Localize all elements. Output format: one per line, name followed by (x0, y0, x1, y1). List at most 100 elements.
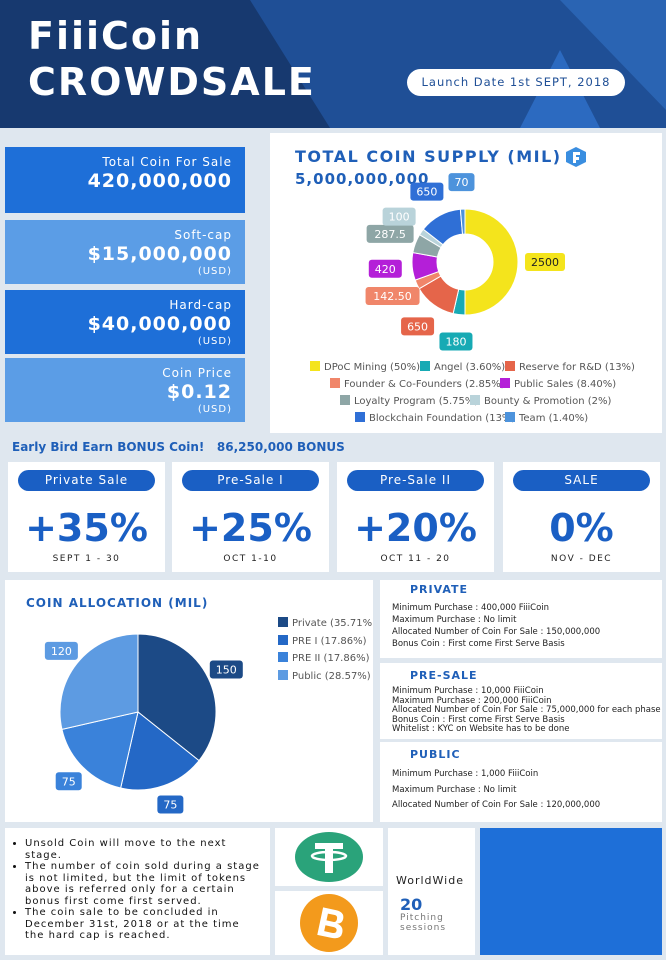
stage-dates: OCT 11 - 20 (380, 554, 451, 564)
legend-label: Public Sales (8.40%) (514, 379, 616, 390)
detail-section (380, 742, 662, 822)
legend-swatch (310, 361, 320, 371)
early-bird-bonus: 86,250,000 BONUS (216, 440, 345, 454)
early-bird-text: Early Bird Earn BONUS Coin! (12, 440, 205, 454)
worldwide-number: 20 (400, 895, 423, 914)
stage-dates: NOV - DEC (550, 554, 613, 564)
stage-name: Pre-Sale I (182, 470, 319, 491)
supply-title: TOTAL COIN SUPPLY (MIL) (295, 147, 562, 166)
label-box (401, 317, 435, 336)
data-label: 100 (389, 211, 410, 224)
title-line1: FiiiCoin (28, 14, 204, 58)
allocation-chart: 150 75 75 120 Private (35.71%) PRE I (17.86%)… (44, 617, 373, 814)
worldwide-caption: Pitching sessions (400, 913, 447, 933)
legend-label: Team (1.40%) (518, 413, 588, 424)
note: The coin sale to be concluded in Decembe… (25, 907, 261, 942)
legend-swatch (278, 652, 288, 662)
detail-line: Maximum Purchase : 200,000 FiiiCoin (392, 695, 552, 706)
stat-box (5, 147, 245, 213)
stat-label: Coin Price (162, 366, 232, 380)
stage-dates: OCT 1-10 (223, 554, 278, 564)
detail-line: Allocated Number of Coin For Sale : 150,… (392, 627, 601, 637)
data-label: 180 (445, 335, 466, 348)
legend-label: Bounty & Promotion (2%) (484, 396, 611, 407)
legend-swatch (278, 670, 288, 680)
stage-bonus: 0% (549, 506, 614, 550)
stat-value: $0.12 (166, 381, 232, 403)
legend-swatch (505, 361, 515, 371)
stage-bonus: +35% (25, 506, 148, 550)
legend-swatch (278, 617, 288, 627)
header-bg (0, 0, 666, 128)
stat-label: Soft-cap (174, 228, 232, 242)
data-label: 150 (216, 663, 237, 676)
slice (61, 711, 139, 789)
detail-section (380, 580, 662, 658)
stage-name: Private Sale (18, 470, 155, 491)
detail-line: Minimum Purchase : 1,000 FiiiCoin (392, 769, 539, 779)
logo (566, 147, 586, 167)
data-label: 2500 (531, 256, 559, 269)
supply-total: 5,000,000,000 (295, 170, 430, 188)
legend-swatch (340, 395, 350, 405)
detail-heading: PRE-SALE (410, 669, 478, 682)
stat-value: 420,000,000 (87, 170, 232, 192)
detail-heading: PRIVATE (410, 583, 469, 596)
legend-label: Public (28.57%) (292, 671, 371, 682)
stage-name: Pre-Sale II (347, 470, 484, 491)
stat-label: Hard-cap (169, 298, 232, 312)
detail-line: Allocated Number of Coin For Sale : 75,0… (392, 705, 661, 716)
detail-line: Bonus Coin : First come First Serve Basi… (392, 639, 565, 649)
legend-label: PRE I (17.86%) (292, 636, 367, 647)
label-box (410, 182, 444, 201)
slice (59, 633, 139, 730)
allocation-title: COIN ALLOCATION (MIL) (26, 596, 209, 610)
label-box (55, 772, 82, 791)
stat-label: Total Coin For Sale (102, 155, 232, 169)
stat-box (5, 290, 245, 354)
worldwide-label: WorldWide (396, 874, 464, 887)
early-bird: Early Bird Earn BONUS Coin! 86,250,000 B… (12, 440, 345, 454)
stat-box (5, 220, 245, 284)
slice (459, 208, 466, 235)
legend-label: Loyalty Program (5.75%) (354, 396, 478, 407)
title-line2: CROWDSALE (28, 60, 316, 104)
slice (464, 208, 519, 316)
data-label: 70 (454, 176, 468, 189)
detail-line: Maximum Purchase : No limit (392, 784, 517, 795)
label-box (365, 286, 420, 305)
notes-list: Unsold Coin will move to the next stage.… (11, 838, 261, 942)
legend-swatch (330, 378, 340, 388)
stage-dates: SEPT 1 - 30 (52, 554, 121, 564)
detail-line: Maximum Purchase : No limit (392, 615, 517, 625)
legend-label: PRE II (17.86%) (292, 653, 370, 664)
stage-bonus: +20% (354, 506, 477, 550)
label-box (448, 173, 475, 192)
detail-line: Minimum Purchase : 400,000 FiiiCoin (392, 603, 550, 613)
legend-swatch (355, 412, 365, 422)
data-label: 650 (416, 186, 437, 199)
legend-label: DPoC Mining (50%) (324, 362, 420, 373)
data-label: 142.50 (373, 290, 412, 303)
stat-unit: (USD) (197, 336, 232, 347)
label-box (44, 641, 78, 660)
label-box (366, 224, 414, 243)
slice (120, 711, 200, 791)
label-box (209, 660, 243, 679)
data-label: 75 (62, 775, 76, 788)
slice (137, 633, 217, 762)
data-label: 650 (407, 320, 428, 333)
detail-heading: PUBLIC (410, 748, 461, 761)
data-label: 420 (375, 263, 396, 276)
stage-name: SALE (513, 470, 650, 491)
label-box (157, 795, 184, 814)
detail-section (380, 663, 662, 739)
legend-label: Founder & Co-Founders (2.85%) (344, 379, 505, 390)
contact-box (480, 828, 662, 955)
tether-icon (295, 832, 363, 882)
supply-chart: 2500 180 650 142.50 420 287.5 100 650 70 DPoC Min… (310, 173, 635, 424)
label-box (368, 259, 402, 278)
data-label: 75 (163, 799, 177, 812)
detail-line: Bonus Coin : First come First Serve Basi… (392, 714, 565, 725)
